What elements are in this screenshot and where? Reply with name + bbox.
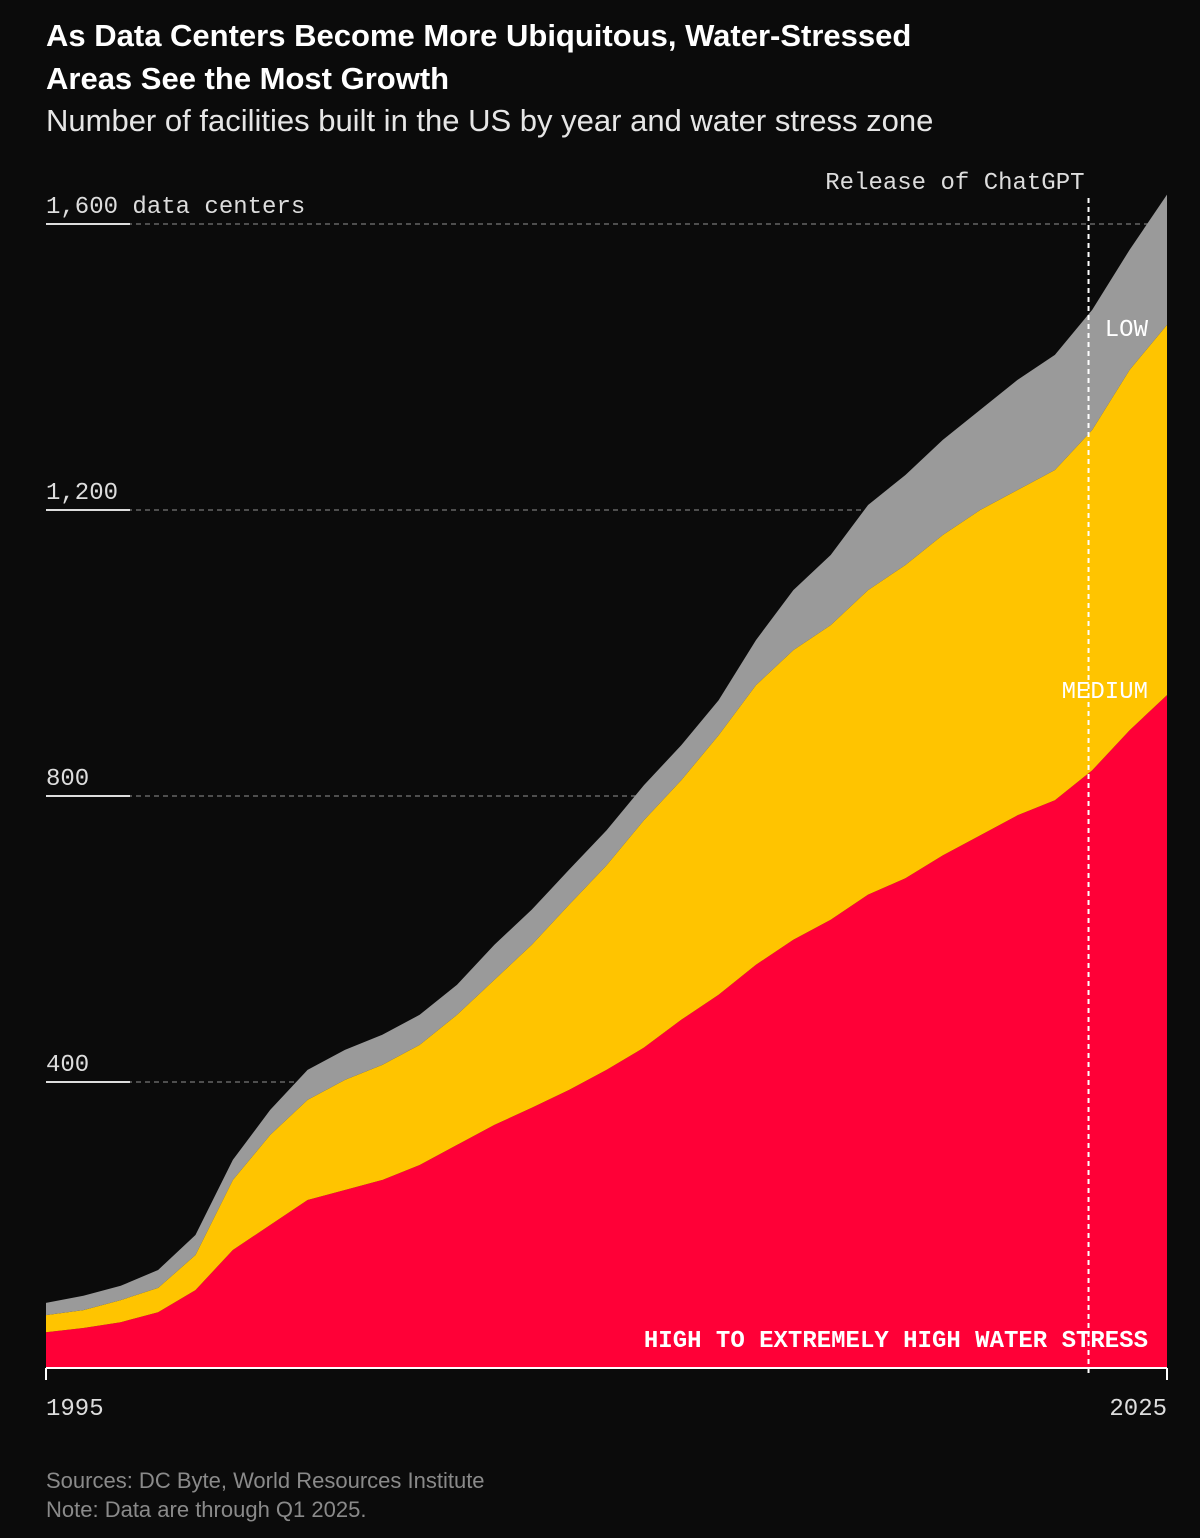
chart-subtitle: Number of facilities built in the US by … [46, 103, 933, 138]
annotation-label: Release of ChatGPT [825, 170, 1084, 197]
source: Sources: DC Byte, World Resources Instit… [46, 1468, 485, 1493]
area [46, 695, 1167, 1368]
y-tick-label: 800 [46, 766, 89, 793]
note: Note: Data are through Q1 2025. [46, 1497, 366, 1522]
y-tick-label: 1,200 [46, 480, 118, 507]
chart-title: As Data Centers Become More Ubiquitous, … [46, 18, 911, 96]
series-label: HIGH TO EXTREMELY HIGH WATER STRESS [644, 1328, 1148, 1355]
x-tick-label: 2025 [1109, 1396, 1167, 1423]
area [46, 324, 1167, 1333]
y-tick-label: 400 [46, 1052, 89, 1079]
x-tick-label: 1995 [46, 1396, 104, 1423]
series-label: MEDIUM [1062, 679, 1148, 706]
y-tick-label: 1,600 data centers [46, 194, 305, 221]
series-label: LOW [1105, 317, 1149, 344]
